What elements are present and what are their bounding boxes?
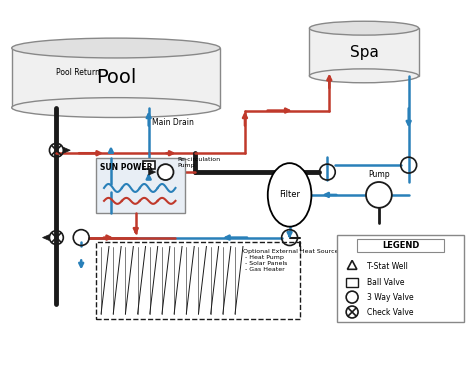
Text: Optional External Heat Source:
 - Heat Pump
 - Solar Panels
 - Gas Heater: Optional External Heat Source: - Heat Pu… (243, 250, 341, 272)
Text: Check Valve: Check Valve (367, 307, 413, 316)
Circle shape (158, 164, 173, 180)
Polygon shape (149, 169, 155, 175)
Ellipse shape (12, 38, 220, 58)
Text: LEGEND: LEGEND (382, 241, 419, 250)
Bar (96, 242, 300, 319)
Ellipse shape (12, 98, 220, 118)
Text: Ball Valve: Ball Valve (367, 278, 404, 287)
Polygon shape (64, 147, 70, 153)
Bar (357, 239, 445, 253)
Text: Re-circulation
Pump: Re-circulation Pump (177, 157, 220, 168)
Bar (346, 278, 358, 287)
Text: 3 Way Valve: 3 Way Valve (367, 293, 414, 301)
Text: Pool: Pool (96, 68, 136, 87)
Bar (143, 161, 155, 169)
Text: SUN POWER: SUN POWER (100, 163, 153, 172)
Text: Pool Return: Pool Return (56, 68, 100, 77)
Polygon shape (43, 235, 49, 241)
Text: Spa: Spa (350, 45, 378, 59)
Text: Filter: Filter (279, 191, 300, 199)
Bar (310, 28, 419, 76)
Ellipse shape (268, 163, 311, 227)
Ellipse shape (310, 69, 419, 83)
Circle shape (366, 182, 392, 208)
Text: Pump: Pump (368, 170, 390, 179)
Bar (337, 235, 464, 322)
Bar (96, 158, 185, 213)
Text: Main Drain: Main Drain (152, 118, 193, 127)
Ellipse shape (310, 21, 419, 35)
Bar (12, 48, 220, 108)
Text: T-Stat Well: T-Stat Well (367, 262, 408, 271)
